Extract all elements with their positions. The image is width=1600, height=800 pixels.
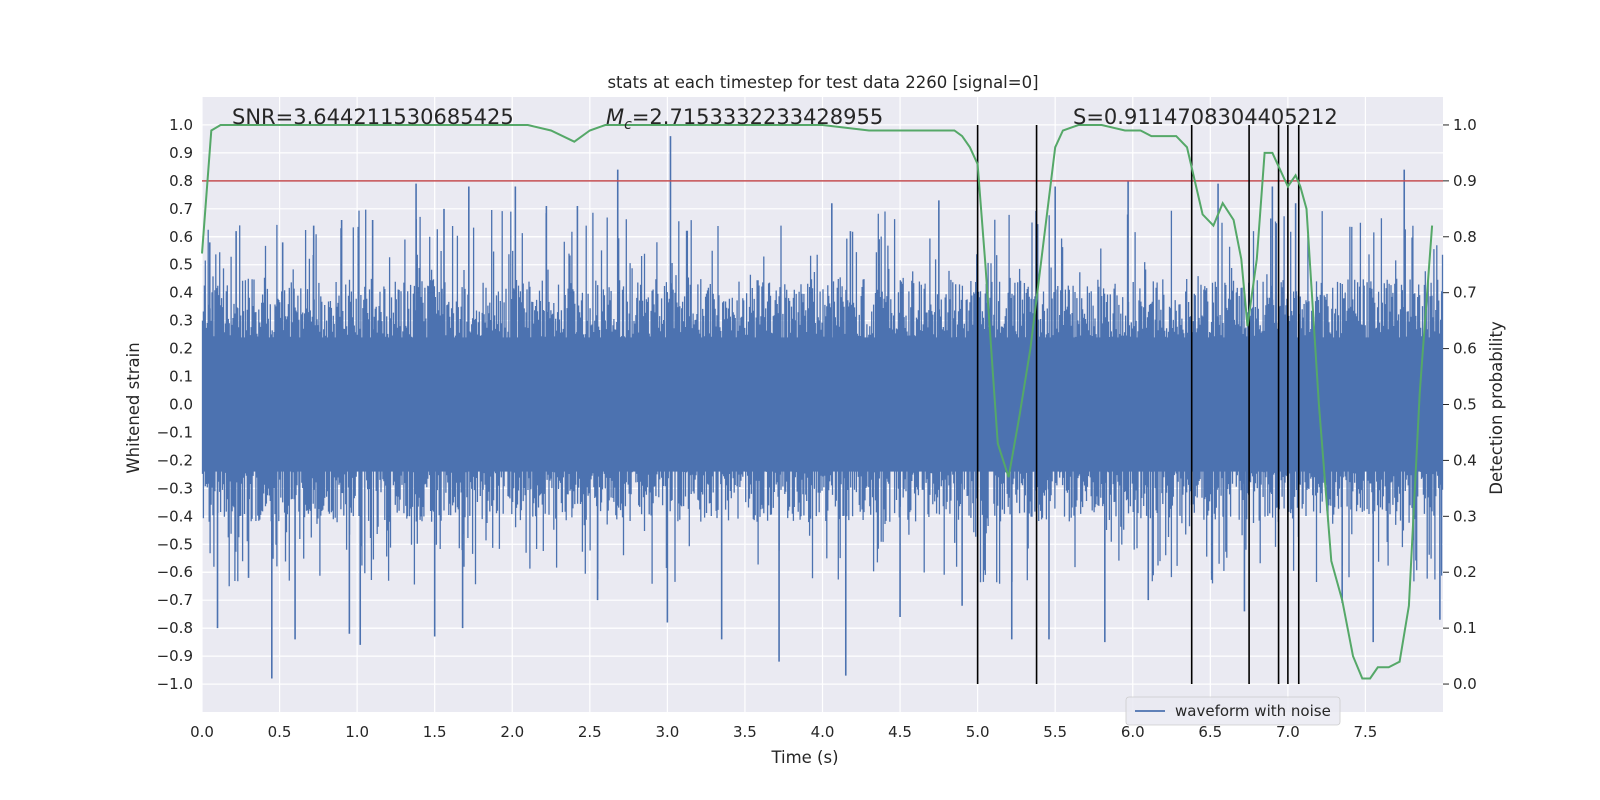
- y-tick-label: 0.6: [169, 228, 193, 246]
- x-tick-label: 6.5: [1198, 723, 1222, 741]
- x-tick-label: 1.0: [345, 723, 369, 741]
- y-tick-label: −0.8: [157, 619, 193, 637]
- y-tick-label: 0.8: [169, 172, 193, 190]
- y2-tick-label: 0.5: [1453, 396, 1477, 414]
- y-tick-label: −0.7: [157, 591, 193, 609]
- y2-tick-label: 0.0: [1453, 675, 1477, 693]
- y-tick-label: 0.0: [169, 396, 193, 414]
- y-tick-label: 0.7: [169, 200, 193, 218]
- chirp-mass-subscript: c: [624, 117, 632, 133]
- y2-tick-label: 0.8: [1453, 228, 1477, 246]
- x-tick-label: 5.5: [1043, 723, 1067, 741]
- y-tick-label: −1.0: [157, 675, 193, 693]
- chirp-mass-value: =2.7153332233428955: [632, 105, 883, 129]
- waveform-core-band: [202, 337, 1443, 472]
- y-tick-label: 0.5: [169, 256, 193, 274]
- x-tick-label: 2.0: [500, 723, 524, 741]
- y2-tick-label: 0.1: [1453, 619, 1477, 637]
- snr-annotation: SNR=3.644211530685425: [232, 105, 514, 129]
- overlay-layer: [201, 124, 1443, 685]
- y-tick-label: −0.6: [157, 563, 193, 581]
- y-tick-label: 1.0: [169, 116, 193, 134]
- x-axis-label: Time (s): [770, 748, 838, 767]
- chirp-mass-annotation: Mc=2.7153332233428955: [606, 105, 883, 133]
- x-tick-label: 3.0: [655, 723, 679, 741]
- y2-tick-label: 1.0: [1453, 116, 1477, 134]
- y-tick-label: 0.1: [169, 368, 193, 386]
- x-tick-label: 5.0: [966, 723, 990, 741]
- y-tick-label: −0.1: [157, 423, 193, 441]
- x-tick-label: 4.0: [811, 723, 835, 741]
- y-tick-label: 0.2: [169, 340, 193, 358]
- y-tick-label: 0.4: [169, 284, 193, 302]
- x-tick-label: 1.5: [423, 723, 447, 741]
- y-tick-label: −0.4: [157, 507, 193, 525]
- y-tick-label: −0.2: [157, 451, 193, 469]
- x-tick-label: 3.5: [733, 723, 757, 741]
- y-tick-label: −0.9: [157, 647, 193, 665]
- x-tick-label: 0.5: [268, 723, 292, 741]
- y2-tick-label: 0.3: [1453, 507, 1477, 525]
- y-tick-label: 0.9: [169, 144, 193, 162]
- probability-line: [201, 124, 1434, 680]
- waveform-series: [201, 136, 1444, 679]
- chirp-mass-symbol: M: [606, 105, 624, 129]
- legend-box: [1125, 696, 1341, 726]
- y2-tick-label: 0.4: [1453, 451, 1477, 469]
- y-tick-label: −0.5: [157, 535, 193, 553]
- y2-tick-label: 0.9: [1453, 172, 1477, 190]
- y2-tick-label: 0.2: [1453, 563, 1477, 581]
- x-tick-label: 2.5: [578, 723, 602, 741]
- x-tick-label: 7.5: [1354, 723, 1378, 741]
- x-tick-label: 6.0: [1121, 723, 1145, 741]
- x-tick-label: 4.5: [888, 723, 912, 741]
- y-axis-label: Whitened strain: [124, 342, 143, 473]
- y2-tick-label: 0.7: [1453, 284, 1477, 302]
- y-tick-label: −0.3: [157, 479, 193, 497]
- x-tick-label: 0.0: [190, 723, 214, 741]
- axes: 0.0 0.5 1.0 1.5 2.0 2.5 3.0 3.5 4.0 4.5 5.0 5.5 6.0 6…: [157, 116, 1477, 741]
- legend: waveform with noise: [1125, 696, 1341, 726]
- legend-label-waveform: waveform with noise: [1175, 702, 1331, 720]
- y2-axis-label: Detection probability: [1487, 321, 1506, 495]
- y2-tick-label: 0.6: [1453, 340, 1477, 358]
- y-tick-label: 0.3: [169, 312, 193, 330]
- chart-title: stats at each timestep for test data 226…: [607, 73, 1038, 92]
- s-annotation: S=0.9114708304405212: [1073, 105, 1338, 129]
- x-tick-label: 7.0: [1276, 723, 1300, 741]
